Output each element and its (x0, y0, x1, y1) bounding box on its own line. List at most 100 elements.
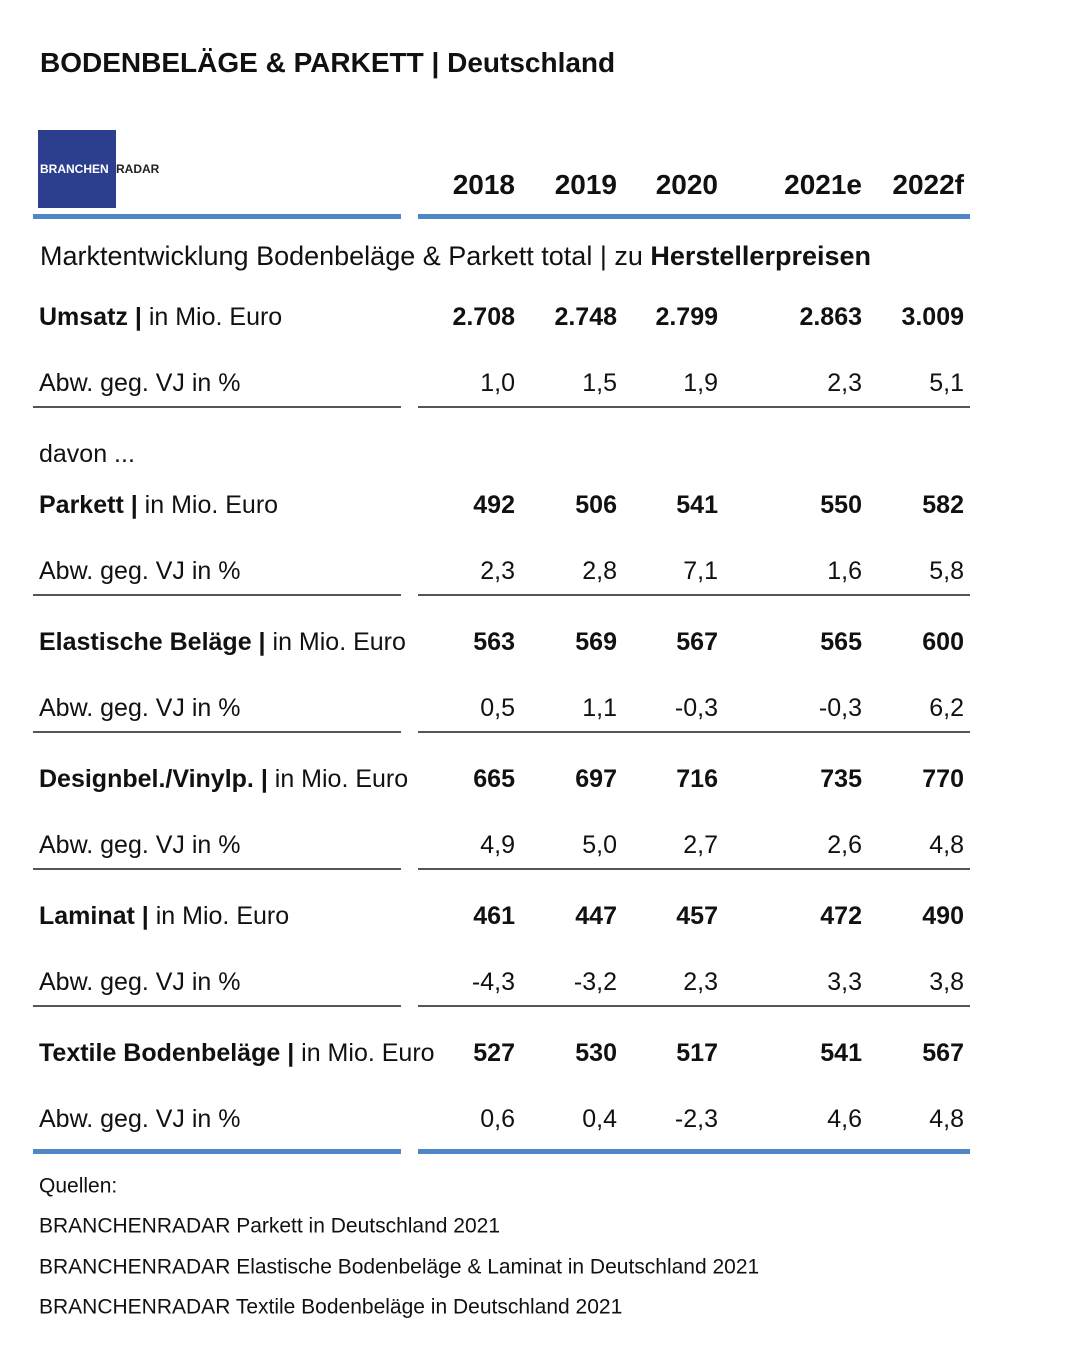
year-header: 2021e (784, 169, 862, 201)
change-cell: 2,3 (683, 968, 718, 996)
change-cell: 1,6 (827, 557, 862, 585)
source-item: BRANCHENRADAR Textile Bodenbeläge in Deu… (39, 1295, 623, 1319)
change-cell: 0,5 (480, 694, 515, 722)
section-unit: in Mio. Euro (301, 1039, 435, 1067)
row-label: Laminat | in Mio. Euro (39, 901, 289, 931)
sources-label: Quellen: (39, 1174, 118, 1198)
change-cell: 2,7 (683, 831, 718, 859)
change-cell: -4,3 (471, 968, 515, 996)
change-cell: 2,3 (480, 557, 515, 585)
row-rule (418, 868, 970, 870)
subtitle: Marktentwicklung Bodenbeläge & Parkett t… (40, 240, 871, 272)
source-item: BRANCHENRADAR Parkett in Deutschland 202… (39, 1214, 501, 1238)
section-unit: in Mio. Euro (274, 765, 409, 793)
change-cell: 6,2 (929, 694, 964, 722)
section-unit: in Mio. Euro (148, 303, 283, 331)
value-cell: 567 (922, 1039, 964, 1067)
section-name: Umsatz | (39, 303, 142, 331)
header-rule (418, 214, 970, 219)
row-label: Umsatz | in Mio. Euro (39, 302, 282, 332)
value-cell: 716 (676, 765, 718, 793)
value-cell: 2.748 (554, 303, 617, 331)
value-cell: 490 (922, 902, 964, 930)
change-cell: 1,0 (480, 369, 515, 397)
logo-right: RADAR (116, 162, 160, 176)
value-cell: 517 (676, 1039, 718, 1067)
value-cell: 472 (820, 902, 862, 930)
title: BODENBELÄGE & PARKETT | Deutschland (40, 47, 616, 79)
value-cell: 3.009 (901, 303, 964, 331)
change-cell: 5,0 (582, 831, 617, 859)
row-rule (33, 406, 401, 408)
section-name: Elastische Beläge | (39, 628, 266, 656)
row-rule (33, 868, 401, 870)
value-cell: 527 (473, 1039, 515, 1067)
value-cell: 567 (676, 628, 718, 656)
change-cell: 4,6 (827, 1105, 862, 1133)
row-label: Designbel./Vinylp. | in Mio. Euro (39, 764, 408, 794)
change-cell: 2,8 (582, 557, 617, 585)
change-label: Abw. geg. VJ in % (39, 557, 241, 585)
change-cell: 7,1 (683, 557, 718, 585)
value-cell: 550 (820, 491, 862, 519)
change-cell: 5,1 (929, 369, 964, 397)
section-unit: in Mio. Euro (144, 491, 279, 519)
row-label: Parkett | in Mio. Euro (39, 490, 278, 520)
value-cell: 492 (473, 491, 515, 519)
change-cell: 1,5 (582, 369, 617, 397)
change-cell: 0,4 (582, 1105, 617, 1133)
row-rule (33, 594, 401, 596)
value-cell: 457 (676, 902, 718, 930)
section-unit: in Mio. Euro (155, 902, 290, 930)
value-cell: 565 (820, 628, 862, 656)
section-name: Textile Bodenbeläge | (39, 1039, 295, 1067)
change-cell: 4,9 (480, 831, 515, 859)
change-cell: 3,8 (929, 968, 964, 996)
value-cell: 582 (922, 491, 964, 519)
value-cell: 600 (922, 628, 964, 656)
value-cell: 461 (473, 902, 515, 930)
value-cell: 697 (575, 765, 617, 793)
subtitle-bold: Herstellerpreisen (650, 240, 871, 271)
value-cell: 665 (473, 765, 515, 793)
source-item: BRANCHENRADAR Elastische Bodenbeläge & L… (39, 1254, 760, 1278)
change-cell: 3,3 (827, 968, 862, 996)
change-cell: -0,3 (818, 694, 862, 722)
row-rule (418, 1149, 970, 1154)
value-cell: 735 (820, 765, 862, 793)
change-label: Abw. geg. VJ in % (39, 831, 241, 859)
change-cell: 2,6 (827, 831, 862, 859)
year-header: 2018 (452, 169, 515, 201)
logo-left: BRANCHEN (40, 162, 109, 176)
value-cell: 541 (676, 491, 718, 519)
change-cell: -3,2 (573, 968, 617, 996)
davon: davon ... (39, 440, 135, 468)
row-label: Textile Bodenbeläge | in Mio. Euro (39, 1038, 435, 1068)
value-cell: 770 (922, 765, 964, 793)
value-cell: 2.799 (655, 303, 718, 331)
row-rule (33, 1149, 401, 1154)
header-rule (33, 214, 401, 219)
year-header: 2019 (554, 169, 617, 201)
change-cell: 2,3 (827, 369, 862, 397)
change-cell: 4,8 (929, 1105, 964, 1133)
row-rule (418, 594, 970, 596)
section-name: Designbel./Vinylp. | (39, 765, 268, 793)
change-cell: 1,1 (582, 694, 617, 722)
change-cell: 5,8 (929, 557, 964, 585)
row-label: Elastische Beläge | in Mio. Euro (39, 627, 406, 657)
change-cell: 0,6 (480, 1105, 515, 1133)
value-cell: 2.863 (799, 303, 862, 331)
row-rule (418, 731, 970, 733)
row-rule (33, 1005, 401, 1007)
row-rule (418, 406, 970, 408)
value-cell: 447 (575, 902, 617, 930)
year-header: 2020 (655, 169, 718, 201)
value-cell: 506 (575, 491, 617, 519)
row-rule (418, 1005, 970, 1007)
change-label: Abw. geg. VJ in % (39, 968, 241, 996)
value-cell: 569 (575, 628, 617, 656)
change-label: Abw. geg. VJ in % (39, 1105, 241, 1133)
value-cell: 2.708 (452, 303, 515, 331)
